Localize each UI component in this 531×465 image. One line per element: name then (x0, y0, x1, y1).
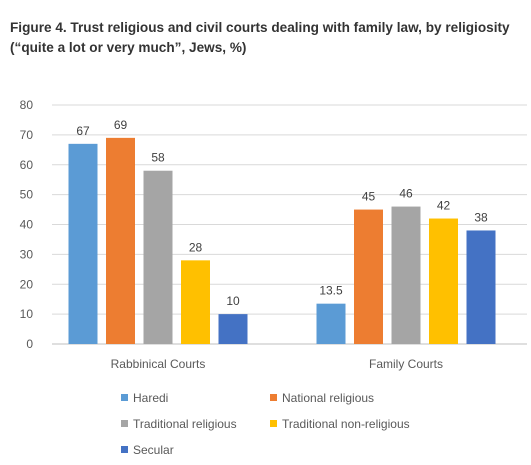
legend-label: Secular (133, 443, 174, 457)
data-label: 46 (399, 187, 413, 201)
y-tick-label: 80 (20, 98, 34, 112)
y-tick-label: 20 (20, 277, 34, 291)
legend-label: Traditional non-religious (282, 417, 410, 431)
legend-item: Haredi (121, 391, 168, 405)
legend-item: Traditional religious (121, 417, 237, 431)
bar (218, 314, 248, 344)
y-tick-label: 40 (20, 218, 34, 232)
bar (316, 303, 346, 344)
data-label: 45 (362, 190, 376, 204)
y-tick-label: 10 (20, 307, 34, 321)
y-tick-label: 50 (20, 188, 34, 202)
y-tick-label: 70 (20, 128, 34, 142)
legend-label: Haredi (133, 391, 168, 405)
data-label: 10 (226, 294, 240, 308)
y-axis-ticks: 0 10 20 30 40 50 60 70 80 (20, 98, 34, 351)
bar (354, 209, 383, 344)
data-label: 13.5 (319, 284, 343, 298)
x-category-label: Family Courts (369, 357, 443, 371)
x-category-label: Rabbinical Courts (111, 357, 206, 371)
y-tick-label: 30 (20, 247, 34, 261)
legend-label: National religious (282, 391, 374, 405)
legend-item: Traditional non-religious (270, 417, 410, 431)
data-labels: 67 69 58 28 10 13.5 45 46 42 38 (76, 118, 488, 308)
bar (106, 137, 135, 344)
data-label: 67 (76, 124, 90, 138)
bars (68, 137, 496, 344)
data-label: 38 (474, 210, 488, 224)
legend-swatch (121, 420, 128, 427)
legend-item: National religious (270, 391, 374, 405)
data-label: 69 (114, 118, 128, 132)
bar (466, 230, 496, 344)
legend-item: Secular (121, 443, 174, 457)
legend-swatch (270, 420, 277, 427)
chart-title: Figure 4. Trust religious and civil cour… (10, 18, 525, 58)
legend-swatch (270, 394, 277, 401)
chart-title-line-1: Figure 4. Trust religious and civil cour… (10, 20, 510, 35)
chart-title-line-2: (“quite a lot or very much”, Jews, %) (10, 40, 247, 55)
x-axis-categories: Rabbinical Courts Family Courts (111, 357, 443, 371)
data-label: 28 (189, 240, 203, 254)
legend-swatch (121, 446, 128, 453)
data-label: 58 (151, 151, 165, 165)
bar (391, 206, 421, 344)
y-tick-label: 60 (20, 158, 34, 172)
bar (68, 143, 98, 344)
bar (181, 260, 210, 344)
legend-label: Traditional religious (133, 417, 237, 431)
legend: Haredi National religious Traditional reli… (121, 391, 410, 457)
bar (143, 170, 173, 344)
data-label: 42 (437, 199, 451, 213)
legend-swatch (121, 394, 128, 401)
y-tick-label: 0 (26, 337, 33, 351)
bar (429, 218, 458, 344)
